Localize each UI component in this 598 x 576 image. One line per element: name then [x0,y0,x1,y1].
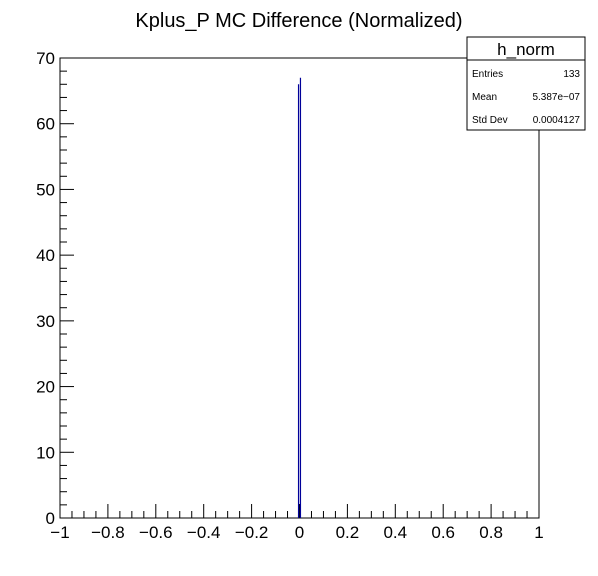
y-tick-label: 70 [36,49,55,68]
y-axis: 0 10 20 30 40 50 60 70 [36,49,74,528]
chart-title: Kplus_P MC Difference (Normalized) [135,10,462,32]
x-tick-label: −0.8 [91,523,125,542]
y-tick-label: 10 [36,443,55,462]
x-tick-label: −0.6 [139,523,173,542]
y-tick-label: 0 [46,509,55,528]
x-tick-label: 1 [534,523,543,542]
x-tick-label: 0.4 [383,523,407,542]
x-tick-label: 0.6 [431,523,455,542]
x-tick-label: 0.2 [336,523,360,542]
x-tick-label: 0 [295,523,304,542]
stats-box-frame [466,36,586,131]
stats-box-title: h_norm [497,40,555,59]
stats-entries-label: Entries [472,69,503,80]
stats-stddev-value: 0.0004127 [533,115,581,126]
x-tick-label: 0.8 [479,523,503,542]
x-tick-label: −0.4 [187,523,221,542]
stats-stddev-label: Std Dev [472,115,508,126]
stats-box: h_norm Entries 133 Mean 5.387e−07 Std De… [466,36,586,131]
y-tick-label: 50 [36,180,55,199]
stats-mean-value: 5.387e−07 [532,92,580,103]
x-axis: −1 −0.8 −0.6 −0.4 −0.2 0 0.2 0.4 0.6 0.8 1 [50,504,544,542]
stats-mean-label: Mean [472,92,497,103]
x-tick-label: −0.2 [235,523,269,542]
y-tick-label: 30 [36,312,55,331]
stats-entries-value: 133 [563,69,580,80]
y-tick-label: 40 [36,246,55,265]
y-tick-label: 60 [36,115,55,134]
histogram-bars [297,77,302,518]
x-tick-label: −1 [50,523,69,542]
y-tick-label: 20 [36,378,55,397]
